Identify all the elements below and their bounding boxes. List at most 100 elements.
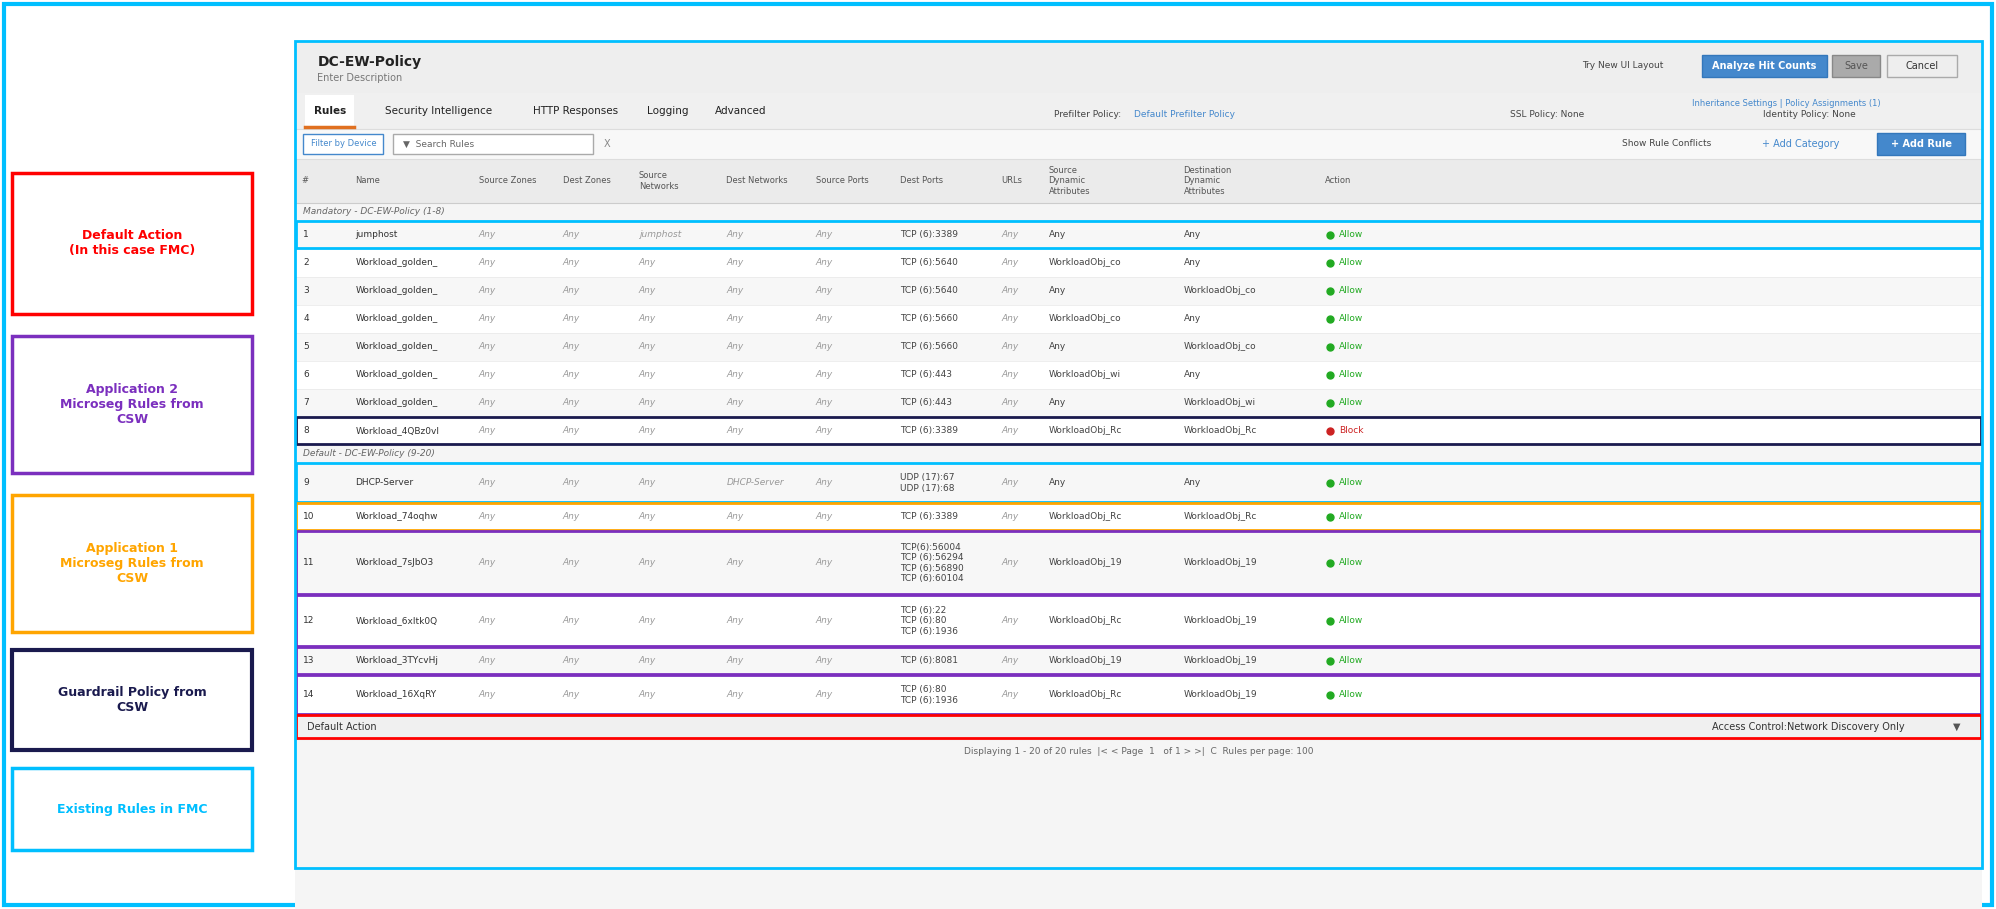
Text: Any: Any [479,478,495,487]
Text: Any: Any [479,343,495,352]
Text: Any: Any [727,398,745,407]
Text: 12: 12 [303,616,315,625]
Text: Dest Ports: Dest Ports [900,176,944,185]
Text: SSL Policy: None: SSL Policy: None [1509,110,1585,119]
Bar [295,739,1982,909]
Bar [295,361,1982,389]
Text: Allow: Allow [1339,343,1363,352]
Text: #: # [301,176,309,185]
Text: Enter Description: Enter Description [317,73,403,83]
Text: Destination
Dynamic
Attributes: Destination Dynamic Attributes [1184,166,1232,195]
Text: Workload_7sJbO3: Workload_7sJbO3 [355,558,433,567]
Bar [295,647,1982,674]
Text: TCP (6):22
TCP (6):80
TCP (6):1936: TCP (6):22 TCP (6):80 TCP (6):1936 [900,606,958,635]
Text: WorkloadObj_19: WorkloadObj_19 [1184,691,1257,699]
Text: Any: Any [1002,398,1018,407]
Text: WorkloadObj_co: WorkloadObj_co [1048,258,1122,267]
Text: Any: Any [1002,558,1018,567]
Text: Any: Any [1184,478,1202,487]
Text: Application 1
Microseg Rules from
CSW: Application 1 Microseg Rules from CSW [60,542,204,585]
Text: TCP (6):443: TCP (6):443 [900,398,952,407]
Bar [295,445,1982,463]
Text: Show Rule Conflicts: Show Rule Conflicts [1623,139,1711,148]
Text: Workload_6xItk0Q: Workload_6xItk0Q [355,616,437,625]
Text: + Add Rule: + Add Rule [1890,139,1952,149]
Text: Any: Any [563,398,581,407]
Text: Any: Any [639,315,657,324]
Text: Source Ports: Source Ports [816,176,868,185]
Text: TCP (6):3389: TCP (6):3389 [900,230,958,239]
Bar [295,417,1982,445]
Text: Advanced: Advanced [715,106,766,116]
Text: 13: 13 [303,656,315,665]
Text: 4: 4 [303,315,309,324]
Text: Workload_74oqhw: Workload_74oqhw [355,513,437,522]
Text: Any: Any [816,343,832,352]
Text: Access Control:Network Discovery Only: Access Control:Network Discovery Only [1713,722,1904,732]
Text: Any: Any [727,616,745,625]
Text: Any: Any [1002,616,1018,625]
Text: Allow: Allow [1339,398,1363,407]
Bar [297,715,1980,738]
Text: TCP(6):56004
TCP (6):56294
TCP (6):56890
TCP (6):60104: TCP(6):56004 TCP (6):56294 TCP (6):56890… [900,543,964,583]
Text: X: X [603,139,611,149]
Text: Any: Any [563,286,581,295]
Text: Any: Any [816,426,832,435]
Text: Try New UI Layout: Try New UI Layout [1583,62,1663,70]
Bar [297,417,1980,445]
Bar [295,531,1982,594]
Bar [393,134,593,154]
Text: WorkloadObj_wi: WorkloadObj_wi [1048,370,1120,379]
Bar [295,249,1982,277]
Bar [12,495,251,632]
Text: Any: Any [479,513,495,522]
Text: Any: Any [639,558,657,567]
Text: Application 2
Microseg Rules from
CSW: Application 2 Microseg Rules from CSW [60,383,204,426]
Text: Any: Any [1002,656,1018,665]
Text: 5: 5 [303,343,309,352]
Text: Cancel: Cancel [1906,61,1938,71]
Text: Any: Any [479,426,495,435]
Text: Any: Any [727,343,745,352]
Bar [297,675,1980,714]
Text: Any: Any [639,616,657,625]
Text: Guardrail Policy from
CSW: Guardrail Policy from CSW [58,686,206,714]
Bar [295,203,1982,221]
Bar [295,674,1982,714]
Text: Any: Any [563,258,581,267]
Text: 11: 11 [303,558,315,567]
Text: WorkloadObj_co: WorkloadObj_co [1184,343,1255,352]
Text: Any: Any [639,426,657,435]
Text: Identity Policy: None: Identity Policy: None [1762,110,1856,119]
Text: Any: Any [639,398,657,407]
Text: Any: Any [563,616,581,625]
Text: Any: Any [816,558,832,567]
Text: TCP (6):5640: TCP (6):5640 [900,258,958,267]
Text: Any: Any [1048,286,1066,295]
Bar [295,594,1982,647]
Text: TCP (6):443: TCP (6):443 [900,370,952,379]
Text: DC-EW-Policy: DC-EW-Policy [317,55,421,69]
Text: 14: 14 [303,691,315,699]
Bar [295,41,1982,868]
Text: WorkloadObj_co: WorkloadObj_co [1048,315,1122,324]
Bar [12,173,251,314]
Text: Any: Any [727,656,745,665]
Text: TCP (6):3389: TCP (6):3389 [900,426,958,435]
Text: Any: Any [816,478,832,487]
Text: Any: Any [479,230,495,239]
Text: Allow: Allow [1339,286,1363,295]
Text: 6: 6 [303,370,309,379]
Text: jumphost: jumphost [355,230,397,239]
Text: Dest Zones: Dest Zones [563,176,611,185]
Text: Any: Any [639,656,657,665]
Text: Any: Any [479,258,495,267]
Bar [295,463,1982,503]
Text: Any: Any [479,286,495,295]
Text: Any: Any [727,691,745,699]
Text: Any: Any [816,656,832,665]
Text: Any: Any [1002,426,1018,435]
Text: Any: Any [639,691,657,699]
Text: 9: 9 [303,478,309,487]
Text: Any: Any [727,426,745,435]
